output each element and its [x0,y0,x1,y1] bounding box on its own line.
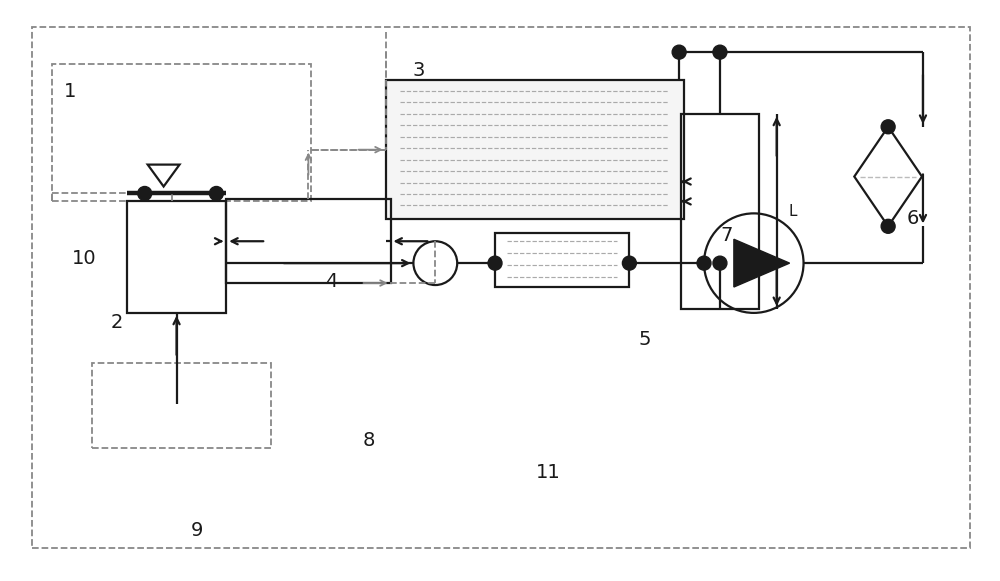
Text: 10: 10 [72,249,96,268]
Text: 4: 4 [325,272,337,291]
Circle shape [881,220,895,234]
Text: 5: 5 [638,330,651,349]
Bar [52,64,311,202]
Text: 9: 9 [190,521,203,540]
Circle shape [713,45,727,59]
Circle shape [881,120,895,134]
Text: 6: 6 [907,209,919,228]
Circle shape [488,256,502,270]
Text: 2: 2 [111,313,123,332]
Text: 7: 7 [721,226,733,245]
Circle shape [713,256,727,270]
Circle shape [209,187,223,200]
Circle shape [138,187,152,200]
Bar [226,199,391,283]
Text: L: L [789,204,797,219]
Text: 3: 3 [412,61,425,80]
Bar [681,114,759,309]
Bar [495,234,629,287]
Text: 11: 11 [535,463,560,482]
Bar [127,202,226,313]
Polygon shape [734,239,790,287]
Bar [92,363,271,449]
Text: 1: 1 [64,81,76,101]
Circle shape [622,256,636,270]
Bar [386,80,684,220]
Circle shape [697,256,711,270]
Circle shape [672,45,686,59]
Text: 8: 8 [362,431,375,450]
